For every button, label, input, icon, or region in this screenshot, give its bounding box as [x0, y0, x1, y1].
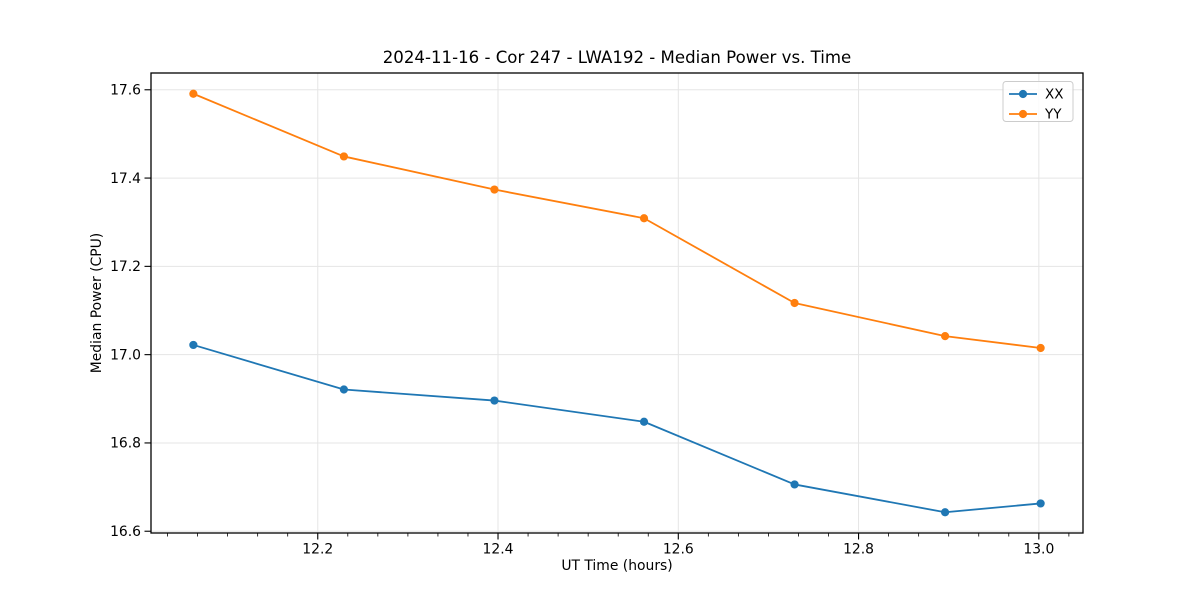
series-YY-marker: [490, 185, 499, 194]
series-YY-marker: [189, 89, 198, 98]
y-tick-label: 17.6: [110, 83, 141, 99]
series-YY-marker: [1036, 343, 1045, 353]
y-tick-label: 17.4: [110, 171, 141, 187]
y-tick-label: 16.6: [110, 524, 141, 540]
series-XX-marker: [339, 385, 348, 394]
x-tick-label: 12.2: [302, 542, 333, 558]
legend: XX YY: [1002, 81, 1074, 123]
y-tick-label: 16.8: [110, 436, 141, 452]
legend-marker: [1018, 89, 1028, 99]
x-tick-label: 12.8: [843, 542, 874, 558]
grid: [151, 73, 1083, 533]
series-XX-marker: [940, 508, 950, 517]
legend-label: XX: [1045, 87, 1064, 103]
legend-label: YY: [1044, 107, 1062, 123]
series-YY-marker: [339, 152, 348, 161]
legend-item-YY: YY: [1009, 107, 1062, 123]
plot-frame: [150, 72, 1084, 534]
x-axis-label: UT Time (hours): [561, 558, 673, 574]
series-XX-marker: [189, 340, 198, 350]
series-YY-marker: [790, 298, 799, 308]
series-YY: [189, 89, 1045, 353]
axis-ticks: 12.2 12.4 12.6 12.8 13.0 16.6 16.8 17.0 17.2 17.4…: [110, 83, 1070, 558]
y-tick-label: 17.0: [110, 347, 141, 363]
series-XX-marker: [1036, 499, 1045, 508]
series-XX-line: [192, 344, 1042, 514]
legend-marker: [1018, 109, 1028, 119]
x-tick-label: 12.6: [663, 542, 694, 558]
y-tick-label: 17.2: [110, 259, 141, 275]
series-YY-line: [192, 92, 1042, 349]
series-XX: [189, 340, 1045, 517]
x-tick-label: 12.4: [483, 542, 514, 558]
series-YY-marker: [940, 332, 950, 341]
series-XX-marker: [490, 396, 499, 405]
series-XX-marker: [639, 417, 649, 426]
x-tick-label: 13.0: [1023, 542, 1054, 558]
series-YY-marker: [639, 214, 649, 223]
legend-item-XX: XX: [1009, 87, 1064, 103]
chart-title: 2024-11-16 - Cor 247 - LWA192 - Median P…: [382, 48, 852, 67]
series-XX-marker: [790, 480, 799, 489]
